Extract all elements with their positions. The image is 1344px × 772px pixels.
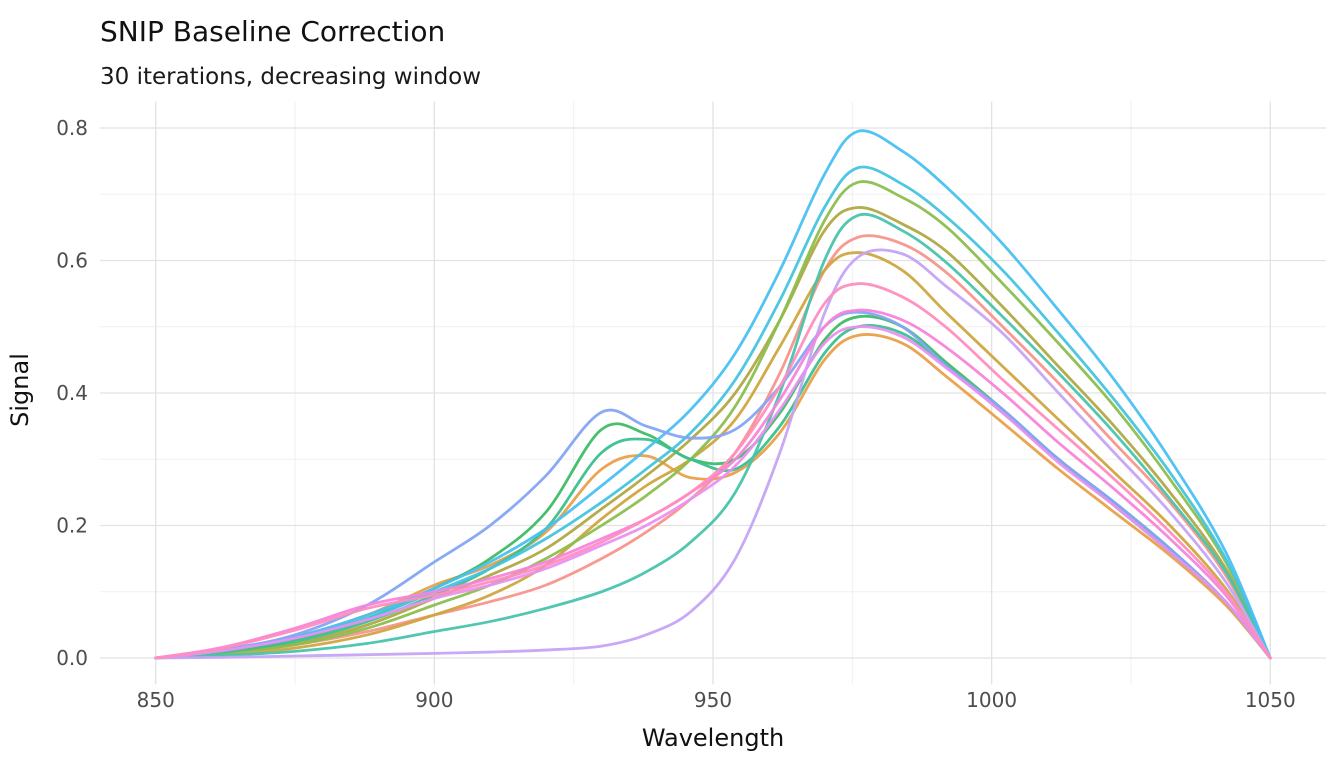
y-tick-label: 0.6 <box>56 249 88 273</box>
series-line-pink <box>154 282 1272 660</box>
series-line-salmon <box>154 234 1272 660</box>
x-tick-label: 900 <box>415 688 453 712</box>
series-line-violet <box>154 325 1272 660</box>
y-tick-label: 0.2 <box>56 514 88 538</box>
series-line-magenta <box>154 308 1272 660</box>
series-lines <box>154 129 1272 660</box>
chart-title: SNIP Baseline Correction <box>100 15 445 48</box>
y-axis-title: Signal <box>6 353 34 427</box>
x-tick-label: 1000 <box>966 688 1017 712</box>
x-tick-label: 850 <box>137 688 175 712</box>
series-line-lavender <box>154 248 1272 660</box>
series-line-gold <box>154 251 1272 660</box>
y-tick-label: 0.4 <box>56 381 88 405</box>
series-line-periwinkle <box>154 310 1272 660</box>
x-tick-label: 950 <box>694 688 732 712</box>
chart-subtitle: 30 iterations, decreasing window <box>100 64 481 90</box>
y-tick-label: 0.0 <box>56 646 88 670</box>
axis-tick-labels: 0.0 0.2 0.4 0.6 0.8 850 900 950 1000 1050 <box>56 116 1296 712</box>
series-line-yellow-green <box>154 180 1272 660</box>
gridlines <box>100 101 1326 685</box>
series-line-cyan <box>154 165 1272 660</box>
y-tick-label: 0.8 <box>56 116 88 140</box>
x-axis-title: Wavelength <box>642 724 784 752</box>
x-tick-label: 1050 <box>1245 688 1296 712</box>
